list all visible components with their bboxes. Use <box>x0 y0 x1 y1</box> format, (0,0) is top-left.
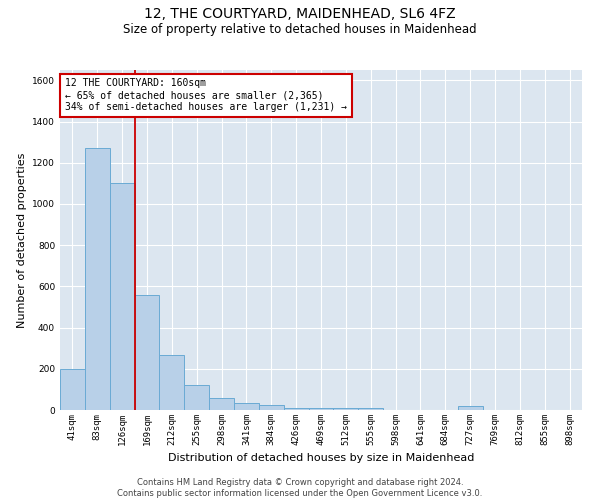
Bar <box>60 370 85 410</box>
Text: 12, THE COURTYARD, MAIDENHEAD, SL6 4FZ: 12, THE COURTYARD, MAIDENHEAD, SL6 4FZ <box>144 8 456 22</box>
Bar <box>160 356 184 410</box>
Bar <box>184 386 209 410</box>
Bar <box>458 406 482 410</box>
Bar <box>334 408 358 410</box>
Bar <box>134 295 160 410</box>
Bar <box>308 408 334 410</box>
Bar <box>85 148 110 410</box>
Bar <box>209 398 234 410</box>
Bar <box>358 408 383 410</box>
Bar <box>110 184 134 410</box>
Bar <box>234 404 259 410</box>
Text: 12 THE COURTYARD: 160sqm
← 65% of detached houses are smaller (2,365)
34% of sem: 12 THE COURTYARD: 160sqm ← 65% of detach… <box>65 78 347 112</box>
Text: Size of property relative to detached houses in Maidenhead: Size of property relative to detached ho… <box>123 22 477 36</box>
Bar <box>259 406 284 410</box>
Y-axis label: Number of detached properties: Number of detached properties <box>17 152 26 328</box>
Bar <box>284 408 308 410</box>
X-axis label: Distribution of detached houses by size in Maidenhead: Distribution of detached houses by size … <box>168 454 474 464</box>
Text: Contains HM Land Registry data © Crown copyright and database right 2024.
Contai: Contains HM Land Registry data © Crown c… <box>118 478 482 498</box>
